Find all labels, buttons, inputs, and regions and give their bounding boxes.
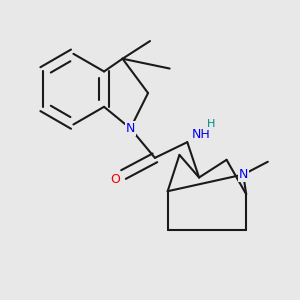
Text: O: O: [111, 173, 121, 186]
Text: H: H: [207, 119, 215, 130]
Text: N: N: [126, 122, 135, 135]
Text: N: N: [238, 168, 248, 181]
Text: NH: NH: [192, 128, 211, 141]
